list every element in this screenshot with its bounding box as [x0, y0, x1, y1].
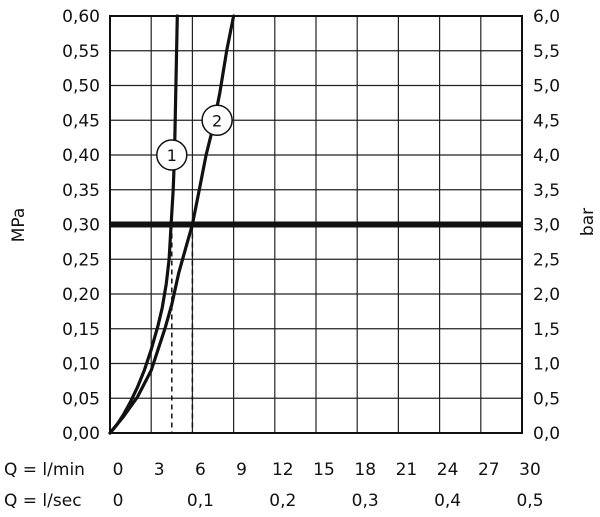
y-axis-left-title: MPa — [9, 208, 29, 243]
series-line-1 — [108, 14, 179, 435]
x-tick-label: 15 — [313, 460, 335, 480]
y-left-tick-label: 0,25 — [62, 250, 100, 270]
x-tick-label: 27 — [478, 460, 500, 480]
x-tick-label: 9 — [236, 460, 247, 480]
y-left-tick-label: 0,35 — [62, 181, 100, 201]
x-secondary-tick-label: 0,1 — [187, 491, 214, 511]
x-axis-secondary-title: Q = l/sec — [4, 491, 82, 511]
y-right-tick-label: 2,0 — [533, 285, 560, 305]
y-left-tick-label: 0,10 — [62, 355, 100, 375]
y-left-tick-label: 0,00 — [62, 424, 100, 444]
drop-lines — [171, 224, 194, 433]
y-left-tick-label: 0,15 — [62, 320, 100, 340]
y-right-tick-label: 1,5 — [533, 320, 560, 340]
y-left-tick-label: 0,45 — [62, 111, 100, 131]
y-left-tick-label: 0,20 — [62, 285, 100, 305]
curve-markers: 12 — [156, 104, 233, 171]
y-left-tick-label: 0,05 — [62, 389, 100, 409]
y-right-tick-label: 5,5 — [533, 42, 560, 62]
x-tick-label: 0 — [113, 460, 124, 480]
x-tick-label: 6 — [195, 460, 206, 480]
x-tick-label: 30 — [519, 460, 541, 480]
y-axis-right-title: bar — [578, 208, 598, 236]
y-right-tick-label: 5,0 — [533, 77, 560, 97]
y-right-tick-label: 0,0 — [533, 424, 560, 444]
series-line-2 — [108, 14, 236, 435]
x-tick-label: 21 — [396, 460, 418, 480]
y-left-tick-label: 0,50 — [62, 77, 100, 97]
x-secondary-tick-label: 0,4 — [434, 491, 461, 511]
x-tick-label: 24 — [437, 460, 459, 480]
y-right-tick-label: 2,5 — [533, 250, 560, 270]
x-tick-label: 18 — [354, 460, 376, 480]
curve-marker-circle — [201, 104, 233, 136]
y-right-tick-label: 0,5 — [533, 389, 560, 409]
plot-frame — [109, 15, 523, 434]
y-left-tick-label: 0,55 — [62, 42, 100, 62]
x-axis-title: Q = l/min — [4, 460, 85, 480]
series-curves — [108, 14, 236, 435]
y-right-tick-label: 3,5 — [533, 181, 560, 201]
y-left-tick-label: 0,40 — [62, 146, 100, 166]
y-right-tick-label: 3,0 — [533, 216, 560, 236]
x-tick-label: 3 — [154, 460, 165, 480]
y-left-tick-label: 0,60 — [62, 7, 100, 27]
curve-marker-circle — [156, 139, 188, 171]
x-secondary-tick-label: 0 — [113, 491, 124, 511]
curve-marker-label: 2 — [212, 111, 222, 130]
y-right-tick-label: 1,0 — [533, 355, 560, 375]
curve-marker-label: 1 — [167, 146, 177, 165]
grid — [110, 16, 522, 433]
tick-labels: 0,000,050,100,150,200,250,300,350,400,45… — [62, 7, 560, 511]
y-right-tick-label: 6,0 — [533, 7, 560, 27]
x-secondary-tick-label: 0,3 — [352, 491, 379, 511]
y-right-tick-label: 4,0 — [533, 146, 560, 166]
x-secondary-tick-label: 0,2 — [269, 491, 296, 511]
x-secondary-tick-label: 0,5 — [516, 491, 543, 511]
y-left-tick-label: 0,30 — [62, 216, 100, 236]
plot-border — [109, 15, 523, 434]
x-tick-label: 12 — [272, 460, 294, 480]
y-right-tick-label: 4,5 — [533, 111, 560, 131]
